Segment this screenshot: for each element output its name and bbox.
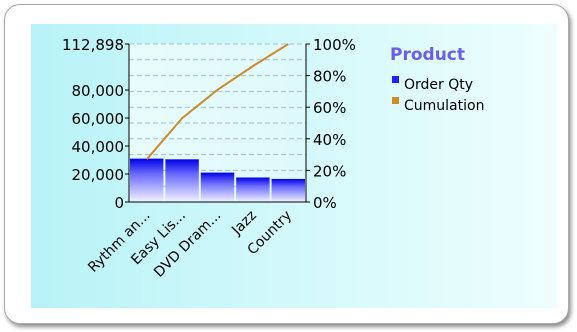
legend: Product Order Qty Cumulation	[390, 45, 484, 114]
legend-label-order-qty: Order Qty	[404, 77, 473, 93]
right-tick-label: 100%	[313, 36, 356, 54]
bars-order-qty	[130, 158, 305, 202]
left-tick-label: 80,000	[72, 82, 125, 100]
x-tick-label: Jazz	[228, 208, 259, 239]
x-axis-ticks: Rythm an...Easy Lis...DVD Dram... JazzCou…	[85, 208, 295, 281]
legend-title: Product	[390, 45, 465, 65]
right-tick-label: 40%	[313, 131, 346, 149]
left-tick-label: 0	[114, 194, 124, 212]
left-tick-label: 20,000	[72, 166, 125, 184]
bar-0	[130, 158, 164, 202]
left-axis-ticks: 0 20,000 40,000 60,000 80,000 112,898	[62, 36, 129, 212]
left-tick-label: 112,898	[62, 36, 124, 54]
gridlines	[129, 43, 306, 187]
left-tick-label: 40,000	[72, 138, 125, 156]
legend-swatch-cumulation	[392, 97, 399, 104]
right-tick-label: 0%	[313, 194, 337, 212]
legend-label-cumulation: Cumulation	[404, 98, 484, 114]
left-tick-label: 60,000	[72, 110, 125, 128]
right-tick-label: 80%	[313, 68, 346, 86]
right-tick-label: 60%	[313, 99, 346, 117]
axes	[128, 44, 307, 203]
bar-4	[271, 178, 305, 202]
right-tick-label: 20%	[313, 162, 346, 180]
bar-1	[165, 159, 199, 202]
bar-3	[236, 177, 270, 202]
legend-swatch-order-qty	[392, 76, 399, 83]
right-axis-ticks: 0% 20% 40% 60% 80% 100%	[306, 36, 356, 212]
bar-2	[200, 172, 235, 202]
line-cumulation	[145, 43, 289, 160]
